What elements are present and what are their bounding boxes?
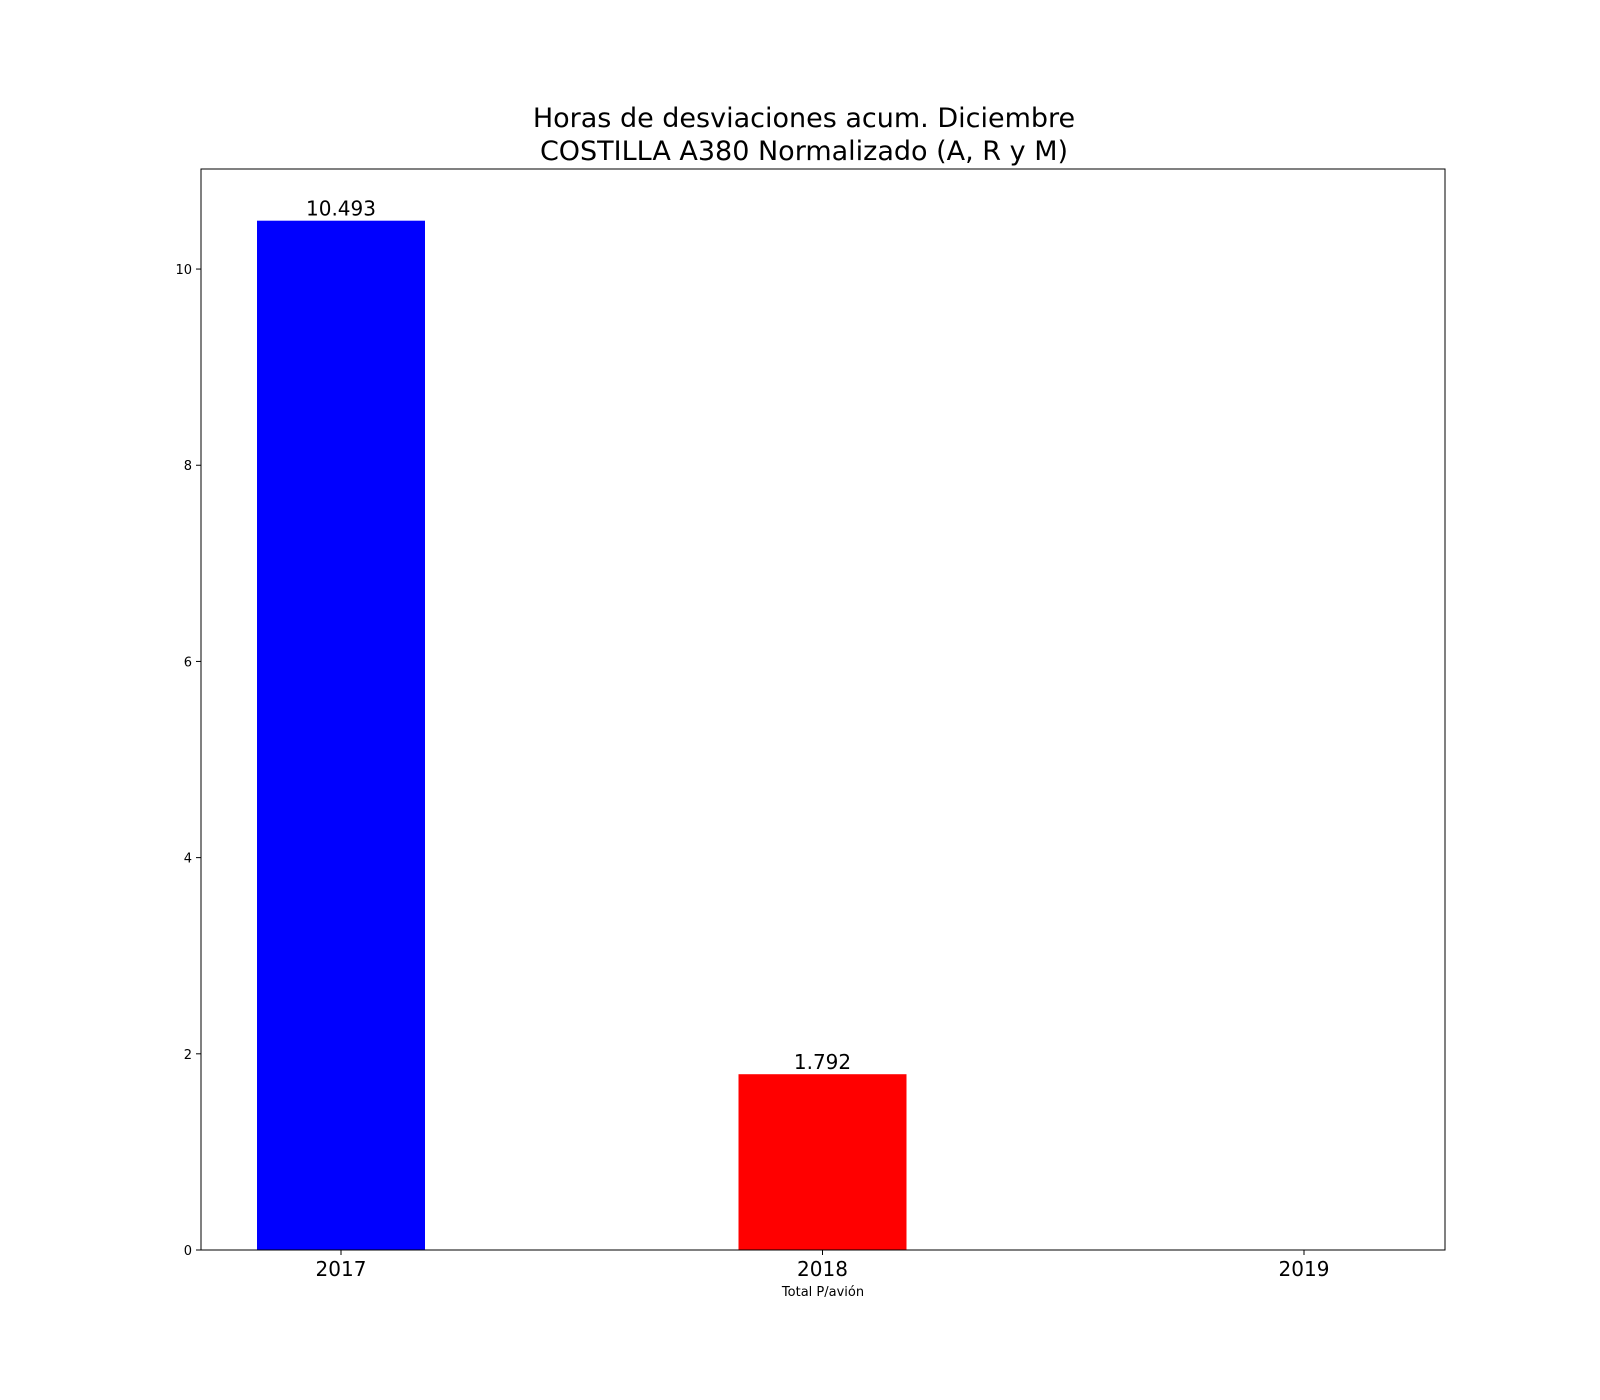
x-tick-label-2018: 2018 bbox=[797, 1257, 848, 1281]
bars-group: 10.493 1.792 bbox=[257, 197, 907, 1250]
chart-title-line-2: COSTILLA A380 Normalizado (A, R y M) bbox=[540, 136, 1068, 167]
y-tick-label-10: 10 bbox=[175, 263, 192, 278]
x-axis: 2017 2018 2019 bbox=[316, 1250, 1330, 1281]
y-tick-label-6: 6 bbox=[184, 655, 192, 670]
y-tick-label-4: 4 bbox=[184, 852, 192, 867]
bar-2018 bbox=[738, 1074, 907, 1250]
x-tick-label-2017: 2017 bbox=[316, 1257, 367, 1281]
y-tick-label-8: 8 bbox=[184, 459, 192, 474]
data-label-2017: 10.493 bbox=[306, 197, 376, 221]
plot-frame bbox=[200, 168, 1446, 1251]
bar-2017 bbox=[257, 220, 425, 1250]
y-axis: 0 2 4 6 8 10 bbox=[175, 263, 201, 1259]
y-tick-label-2: 2 bbox=[184, 1048, 192, 1063]
data-label-2018: 1.792 bbox=[794, 1050, 851, 1074]
x-axis-label: Total P/avión bbox=[781, 1285, 864, 1300]
y-tick-label-0: 0 bbox=[184, 1244, 192, 1259]
x-tick-label-2019: 2019 bbox=[1279, 1257, 1330, 1281]
chart-title-line-1: Horas de desviaciones acum. Diciembre bbox=[533, 103, 1075, 134]
